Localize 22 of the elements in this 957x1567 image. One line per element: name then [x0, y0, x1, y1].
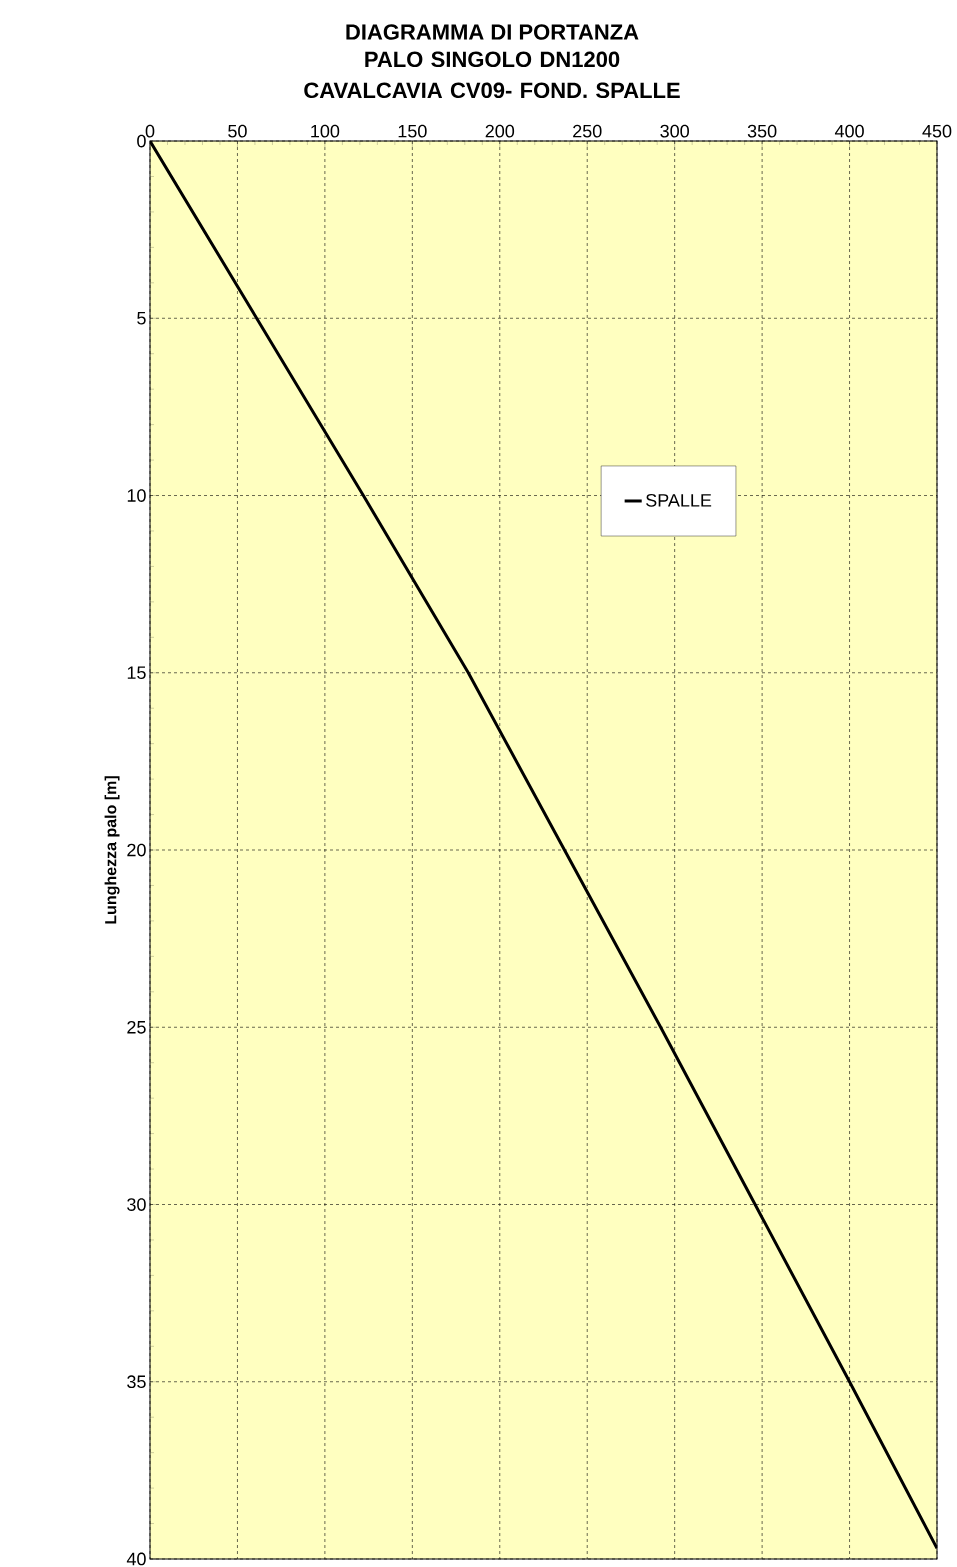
y-tick-label: 40 — [126, 1552, 146, 1566]
y-tick-label: 5 — [137, 311, 146, 325]
y-tick-label: 10 — [127, 489, 146, 502]
x-tick-label: 50 — [228, 124, 247, 138]
legend-label: SPALLE — [646, 493, 712, 507]
y-axis-title: Lunghezza palo [m] — [104, 776, 120, 924]
chart-title: DIAGRAMMA DI PORTANZA — [346, 24, 639, 40]
x-tick-label: 350 — [747, 124, 777, 138]
y-tick-label: 15 — [127, 666, 146, 680]
x-tick-label: 150 — [398, 124, 427, 138]
x-tick-label: 200 — [485, 124, 515, 138]
x-tick-label: 400 — [834, 124, 864, 138]
chart-subtitle: PALO SINGOLO DN1200 CAVALCAVIA CV09- FOND. SPALLE — [304, 51, 680, 99]
y-tick-label: 0 — [137, 134, 146, 148]
x-tick-label: 300 — [660, 124, 689, 138]
y-tick-label: 25 — [127, 1020, 146, 1034]
y-tick-label: 30 — [127, 1198, 146, 1211]
x-tick-label: 450 — [922, 124, 952, 138]
y-tick-label: 20 — [127, 843, 146, 857]
x-tick-label: 250 — [573, 124, 602, 138]
y-tick-label: 35 — [127, 1375, 146, 1389]
x-tick-label: 100 — [311, 124, 340, 138]
